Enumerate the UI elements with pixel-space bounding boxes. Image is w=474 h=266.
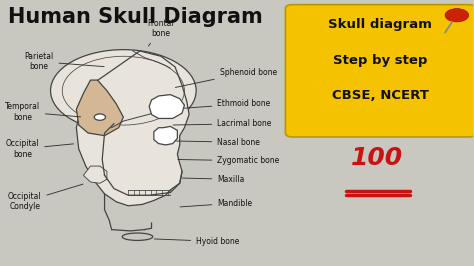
Text: Occipital
Condyle: Occipital Condyle [8, 184, 83, 211]
Text: Frontal
bone: Frontal bone [147, 19, 174, 46]
Polygon shape [76, 80, 123, 136]
Circle shape [94, 114, 106, 120]
Text: Temporal
bone: Temporal bone [5, 102, 81, 122]
Text: Sphenoid bone: Sphenoid bone [175, 68, 277, 88]
Polygon shape [154, 126, 177, 145]
Text: CBSE, NCERT: CBSE, NCERT [332, 89, 429, 102]
Text: Step by step: Step by step [333, 54, 428, 66]
Text: Nasal bone: Nasal bone [175, 138, 260, 147]
Text: Hyoid bone: Hyoid bone [155, 237, 239, 246]
Text: Ethmoid bone: Ethmoid bone [173, 99, 271, 109]
Circle shape [51, 50, 196, 132]
Text: Parietal
bone: Parietal bone [24, 52, 104, 71]
Text: Lacrimal bone: Lacrimal bone [173, 119, 272, 128]
Text: 100: 100 [351, 146, 403, 170]
Text: Skull diagram: Skull diagram [328, 18, 432, 31]
Text: Human Skull Diagram: Human Skull Diagram [8, 7, 263, 27]
Text: Zygomatic bone: Zygomatic bone [178, 156, 280, 165]
FancyBboxPatch shape [285, 5, 474, 137]
Circle shape [445, 9, 469, 22]
Polygon shape [83, 166, 107, 183]
Text: Mandible: Mandible [180, 199, 253, 208]
Polygon shape [76, 51, 189, 206]
Text: Occipital
bone: Occipital bone [6, 139, 73, 159]
Polygon shape [149, 95, 184, 118]
Text: Maxilla: Maxilla [182, 175, 245, 184]
